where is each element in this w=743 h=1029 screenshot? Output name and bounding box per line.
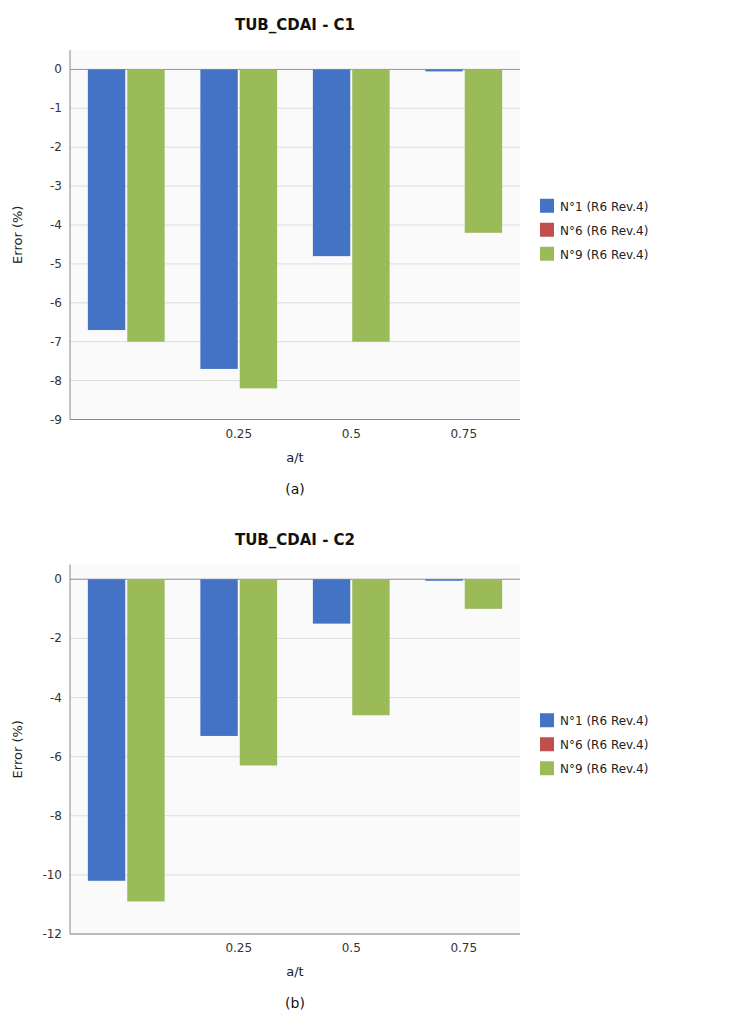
legend-label: N°6 (R6 Rev.4) bbox=[560, 738, 648, 752]
bar bbox=[313, 579, 350, 623]
bar bbox=[200, 69, 237, 368]
tick-label: -6 bbox=[50, 750, 62, 764]
legend-label: N°1 (R6 Rev.4) bbox=[560, 200, 648, 214]
tick-label: -10 bbox=[42, 868, 62, 882]
bar bbox=[465, 579, 502, 609]
title: TUB_CDAI - C2 bbox=[235, 531, 355, 549]
legend-swatch bbox=[540, 737, 554, 751]
subtitle: (b) bbox=[285, 995, 305, 1011]
category-label: 0.25 bbox=[225, 427, 252, 441]
bar bbox=[200, 579, 237, 736]
figure: 0 -1 -2 -3 -4 -5 -6 -7 -8 -9 0.25 0.5 0.75 a/t Error (… bbox=[0, 0, 743, 1029]
legend-label: N°9 (R6 Rev.4) bbox=[560, 248, 648, 262]
legend-swatch bbox=[540, 761, 554, 775]
x-axis bbox=[70, 419, 520, 420]
tick-label: -4 bbox=[50, 691, 62, 705]
tick-label: 0 bbox=[54, 572, 62, 586]
y-axis bbox=[70, 50, 71, 420]
tick-label: -8 bbox=[50, 809, 62, 823]
subtitle: (a) bbox=[285, 481, 305, 497]
tick-label: -12 bbox=[42, 927, 62, 941]
plot-area bbox=[70, 50, 520, 420]
bar bbox=[465, 69, 502, 232]
category-label: 0.5 bbox=[342, 427, 361, 441]
tick-label: -6 bbox=[50, 296, 62, 310]
chart: 0 -1 -2 -3 -4 -5 -6 -7 -8 -9 0.25 0.5 0.75 a/t Error (… bbox=[10, 16, 648, 497]
category-label: 0.75 bbox=[450, 941, 477, 955]
bar bbox=[127, 69, 164, 341]
tick-label: 0 bbox=[54, 62, 62, 76]
legend-swatch bbox=[540, 223, 554, 237]
bar bbox=[313, 69, 350, 256]
legend-swatch bbox=[540, 199, 554, 213]
category-label: 0.5 bbox=[342, 941, 361, 955]
category-label: 0.25 bbox=[225, 941, 252, 955]
tick-label: -2 bbox=[50, 631, 62, 645]
legend: N°1 (R6 Rev.4) N°6 (R6 Rev.4) N°9 (R6 Rev.… bbox=[540, 713, 648, 776]
tick-label: -8 bbox=[50, 374, 62, 388]
grid-line bbox=[70, 380, 520, 381]
y-axis bbox=[70, 565, 71, 935]
tick-label: -4 bbox=[50, 218, 62, 232]
grid-line bbox=[70, 934, 520, 935]
bar bbox=[425, 69, 462, 71]
bar bbox=[352, 69, 389, 341]
bar bbox=[88, 579, 125, 881]
bar bbox=[240, 579, 277, 765]
title: TUB_CDAI - C1 bbox=[235, 16, 355, 34]
plot-area bbox=[70, 565, 520, 935]
legend: N°1 (R6 Rev.4) N°6 (R6 Rev.4) N°9 (R6 Rev.… bbox=[540, 199, 648, 262]
tick-label: -5 bbox=[50, 257, 62, 271]
bars bbox=[88, 579, 502, 901]
legend-label: N°9 (R6 Rev.4) bbox=[560, 762, 648, 776]
category-label: 0.75 bbox=[450, 427, 477, 441]
bar bbox=[240, 69, 277, 388]
legend-swatch bbox=[540, 247, 554, 261]
bar bbox=[88, 69, 125, 330]
x-axis-label: a/t bbox=[286, 450, 303, 465]
chart: 0 -2 -4 -6 -8 -10 -12 0.25 0.5 0.75 a/t Error (%) TU… bbox=[10, 531, 648, 1012]
bar bbox=[352, 579, 389, 715]
tick-label: -1 bbox=[50, 101, 62, 115]
bar bbox=[425, 579, 462, 580]
x-axis-label: a/t bbox=[286, 964, 303, 979]
tick-label: -3 bbox=[50, 179, 62, 193]
x-axis bbox=[70, 934, 520, 935]
legend-label: N°1 (R6 Rev.4) bbox=[560, 714, 648, 728]
tick-label: -7 bbox=[50, 335, 62, 349]
legend-label: N°6 (R6 Rev.4) bbox=[560, 224, 648, 238]
y-axis-label: Error (%) bbox=[10, 206, 25, 264]
grid-line bbox=[70, 419, 520, 420]
tick-label: -2 bbox=[50, 140, 62, 154]
tick-label: -9 bbox=[50, 413, 62, 427]
y-axis-label: Error (%) bbox=[10, 720, 25, 778]
legend-swatch bbox=[540, 713, 554, 727]
bar bbox=[127, 579, 164, 901]
bars bbox=[88, 69, 502, 388]
